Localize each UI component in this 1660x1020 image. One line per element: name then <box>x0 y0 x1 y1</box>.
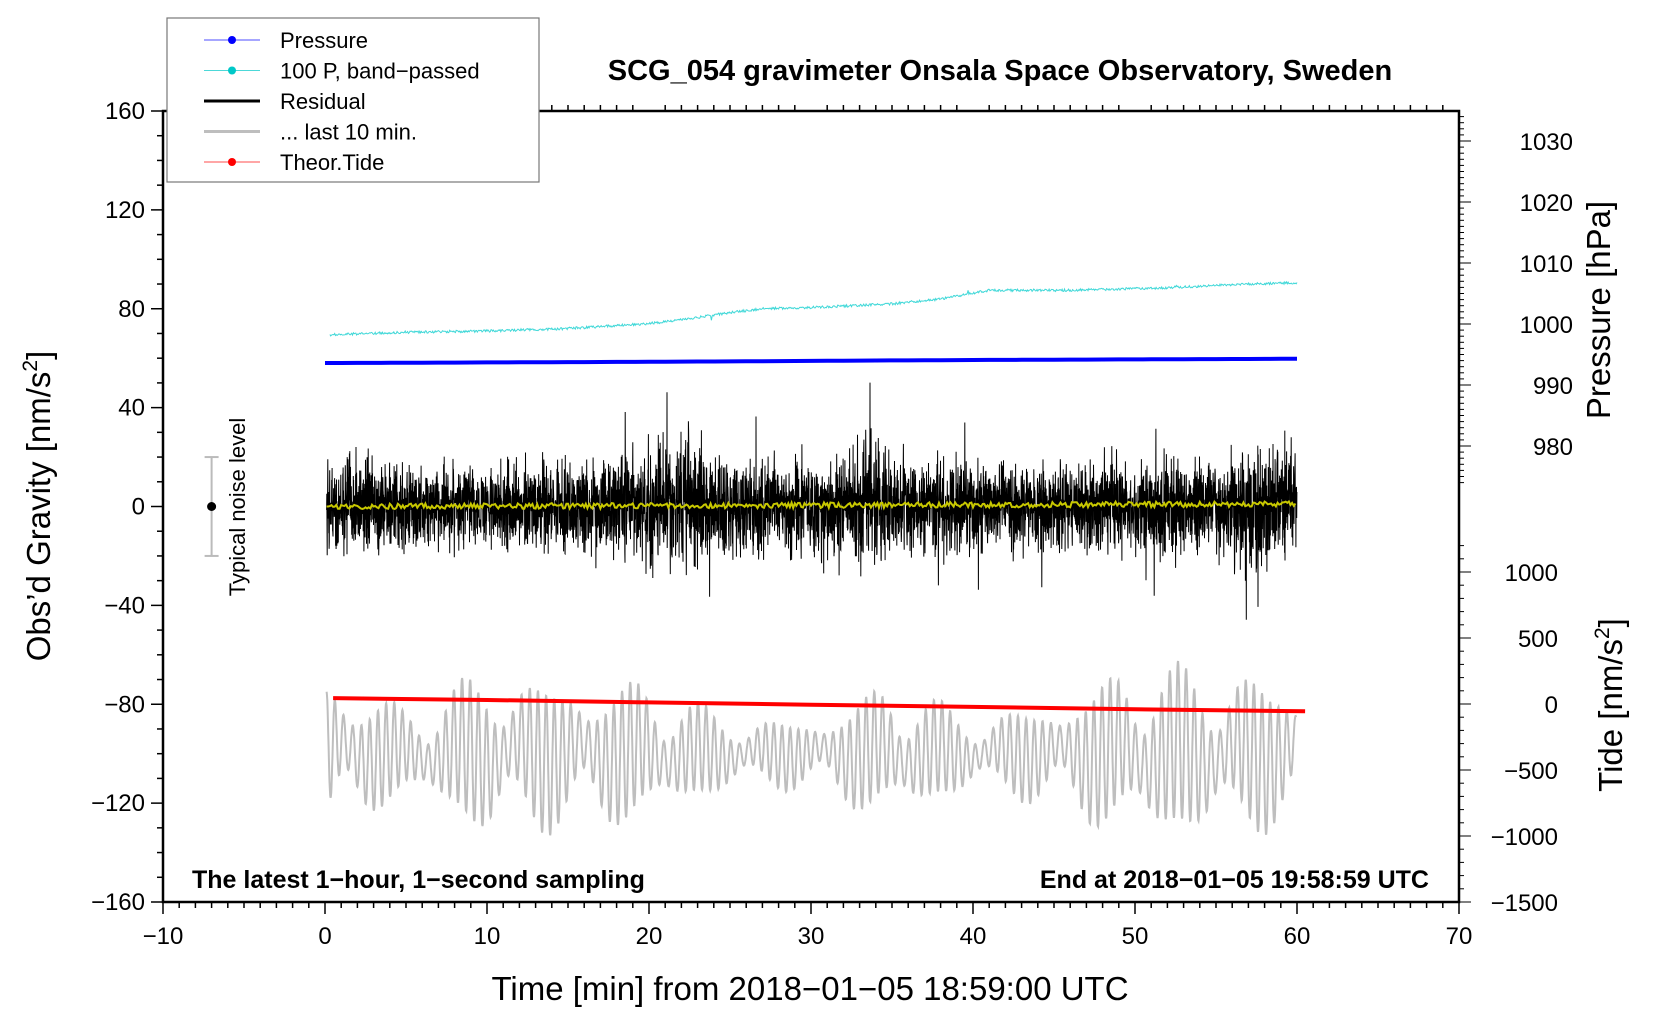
pressure-tick-label: 1030 <box>1520 129 1573 156</box>
legend-marker <box>228 158 236 166</box>
legend-label: Pressure <box>280 28 368 53</box>
y-tick-label: 120 <box>105 197 145 224</box>
series-last-10-min <box>325 660 1297 836</box>
legend: Pressure 100 P, band−passed Residual ... la… <box>166 17 540 183</box>
tide-tick-label: −500 <box>1504 758 1558 785</box>
x-tick-label: 30 <box>798 923 825 950</box>
y-axis-label-tide: Tide [nm/s2] <box>1591 618 1629 792</box>
legend-marker <box>228 36 236 44</box>
y-label-tide-sup: 2 <box>1591 627 1614 639</box>
y-axis-label-pressure: Pressure [hPa] <box>1580 201 1617 419</box>
y-tick-label: −120 <box>91 790 145 817</box>
x-axis-label: Time [min] from 2018−01−05 18:59:00 UTC <box>491 970 1128 1007</box>
tide-tick-label: 500 <box>1518 626 1558 653</box>
series-pressure-band-passed <box>329 280 1298 337</box>
series-residual <box>326 382 1298 620</box>
legend-marker <box>228 66 236 75</box>
y-tick-label: 160 <box>105 98 145 125</box>
y-tick-label: 0 <box>132 494 145 521</box>
noise-level-indicator <box>204 456 219 557</box>
noise-center-dot <box>207 502 217 511</box>
tide-tick-label: 0 <box>1545 692 1558 719</box>
y-label-tide-end: ] <box>1592 618 1629 627</box>
y-label-left-sup: 2 <box>19 360 42 372</box>
legend-label: Theor.Tide <box>280 150 384 175</box>
axis-ticks: −10 0 10 20 30 40 50 60 70−160−120−80−4004080120… <box>91 98 1573 950</box>
series-theor-tide <box>333 696 1306 714</box>
tide-tick-label: −1500 <box>1491 890 1558 917</box>
noise-level-label: Typical noise level <box>225 418 250 597</box>
legend-label: ... last 10 min. <box>280 120 417 145</box>
x-tick-label: 70 <box>1446 923 1473 950</box>
x-tick-label: −10 <box>143 923 184 950</box>
x-tick-label: 60 <box>1284 923 1311 950</box>
y-label-tide-text: Tide [nm/s <box>1592 639 1629 792</box>
pressure-tick-label: 1000 <box>1520 312 1573 339</box>
x-tick-label: 0 <box>318 923 331 950</box>
x-tick-label: 50 <box>1122 923 1149 950</box>
pressure-tick-label: 1020 <box>1520 190 1573 217</box>
x-tick-label: 40 <box>960 923 987 950</box>
y-tick-label: −160 <box>91 889 145 916</box>
pressure-tick-label: 1010 <box>1520 251 1573 278</box>
x-tick-label: 10 <box>474 923 501 950</box>
plot-lines <box>325 280 1306 836</box>
y-tick-label: 80 <box>118 296 145 323</box>
pressure-tick-label: 990 <box>1533 373 1573 400</box>
tide-tick-label: 1000 <box>1505 560 1558 587</box>
y-label-left-text: Obs’d Gravity [nm/s <box>20 372 57 662</box>
y-tick-label: 40 <box>118 395 145 422</box>
y-label-left-end: ] <box>20 351 57 360</box>
series-pressure <box>325 356 1297 365</box>
chart-title: SCG_054 gravimeter Onsala Space Observat… <box>608 55 1392 87</box>
pressure-tick-label: 980 <box>1533 434 1573 461</box>
y-tick-label: −80 <box>104 691 145 718</box>
annotation-left: The latest 1−hour, 1−second sampling <box>192 866 645 894</box>
x-tick-label: 20 <box>636 923 663 950</box>
legend-label: Residual <box>280 89 366 114</box>
legend-label: 100 P, band−passed <box>280 59 480 84</box>
y-tick-label: −40 <box>104 592 145 619</box>
annotation-right: End at 2018−01−05 19:58:59 UTC <box>1040 866 1429 894</box>
y-axis-label-left: Obs’d Gravity [nm/s2] <box>19 351 57 662</box>
series-residual-smoothed <box>326 499 1297 512</box>
tide-tick-label: −1000 <box>1491 824 1558 851</box>
